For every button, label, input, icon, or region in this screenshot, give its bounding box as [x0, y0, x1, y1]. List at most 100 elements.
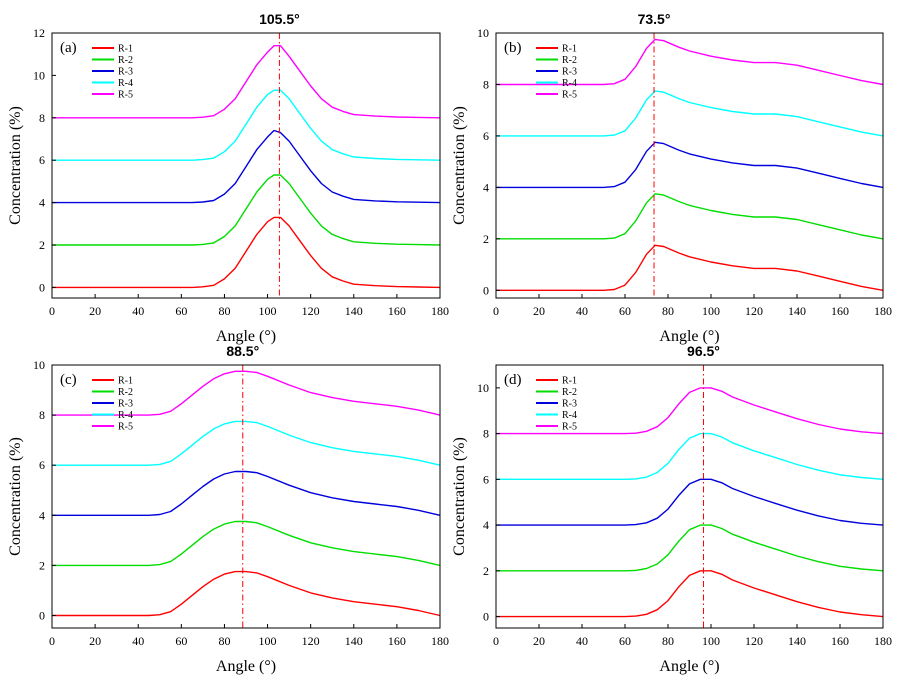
series-line-r-4	[52, 420, 441, 466]
series-line-r-4	[52, 89, 441, 161]
legend-label: R-3	[118, 67, 133, 78]
x-tick-label: 80	[218, 634, 230, 648]
y-tick-label: 8	[483, 427, 489, 441]
legend-label: R-1	[562, 376, 577, 387]
legend-label: R-1	[118, 376, 133, 387]
x-tick-label: 100	[259, 634, 277, 648]
legend-label: R-4	[562, 410, 577, 421]
legend-label: R-4	[562, 78, 577, 89]
plot-area	[496, 387, 884, 618]
x-tick-label: 20	[89, 304, 101, 318]
y-tick-label: 12	[33, 26, 45, 40]
x-tick-label: 40	[576, 304, 588, 318]
y-tick-label: 10	[33, 68, 45, 82]
legend-label: R-3	[562, 399, 577, 410]
chart-panel: 0 20 40 60 80 100 120 140 160 180 0 2 4 6 8 10 Angle (°)…	[451, 343, 892, 675]
panel-label: (b)	[504, 40, 522, 56]
plot-frame	[51, 32, 441, 299]
x-tick-label: 180	[431, 634, 449, 648]
x-tick-label: 0	[493, 634, 499, 648]
x-axis-label: Angle (°)	[216, 658, 276, 675]
legend-label: R-3	[562, 67, 577, 78]
y-tick-label: 2	[483, 564, 489, 578]
legend-label: R-3	[118, 399, 133, 410]
y-axis-label: Concentration (%)	[451, 437, 468, 556]
plot-frame	[495, 364, 884, 629]
legend: R-1R-2R-3R-4R-5	[536, 376, 577, 433]
y-tick-label: 2	[483, 232, 489, 246]
x-tick-label: 60	[619, 304, 631, 318]
chart-title: 96.5°	[687, 343, 720, 359]
series-line-r-2	[52, 174, 441, 246]
x-tick-label: 80	[662, 634, 674, 648]
x-tick-label: 140	[788, 304, 806, 318]
x-tick-label: 100	[259, 304, 277, 318]
y-tick-label: 0	[483, 283, 489, 297]
x-tick-label: 0	[49, 634, 55, 648]
plot-area	[496, 38, 884, 291]
legend: R-1R-2R-3R-4R-5	[92, 376, 133, 433]
x-tick-label: 120	[302, 634, 320, 648]
x-tick-label: 40	[132, 634, 144, 648]
x-tick-label: 20	[533, 634, 545, 648]
plot-frame	[495, 32, 884, 299]
y-tick-label: 8	[483, 77, 489, 91]
x-tick-label: 80	[662, 304, 674, 318]
y-tick-label: 10	[477, 381, 489, 395]
legend-label: R-1	[118, 44, 133, 55]
x-tick-label: 160	[831, 634, 849, 648]
x-tick-label: 160	[388, 304, 406, 318]
legend: R-1R-2R-3R-4R-5	[536, 44, 577, 101]
x-tick-label: 140	[345, 634, 363, 648]
x-tick-label: 160	[831, 304, 849, 318]
series-line-r-5	[496, 387, 884, 435]
chart-panel: 0 20 40 60 80 100 120 140 160 180 0 2 4 6 8 10 Angle (°)…	[451, 11, 892, 345]
legend-label: R-4	[118, 410, 133, 421]
x-tick-label: 140	[788, 634, 806, 648]
y-tick-label: 2	[39, 558, 45, 572]
x-axis-label: Angle (°)	[216, 328, 276, 345]
x-tick-label: 60	[619, 634, 631, 648]
series-line-r-2	[496, 524, 884, 572]
series-line-r-1	[52, 570, 441, 617]
series-line-r-1	[52, 216, 441, 289]
panel-label: (a)	[60, 40, 77, 56]
x-tick-label: 20	[89, 634, 101, 648]
series-line-r-4	[496, 90, 884, 137]
x-tick-label: 100	[702, 304, 720, 318]
series-line-r-3	[496, 478, 884, 526]
plot-area	[52, 370, 441, 617]
series-line-r-3	[496, 141, 884, 189]
x-tick-label: 40	[132, 304, 144, 318]
x-tick-label: 80	[218, 304, 230, 318]
x-tick-label: 180	[431, 304, 449, 318]
x-tick-label: 120	[745, 634, 763, 648]
x-tick-label: 180	[874, 304, 892, 318]
series-line-r-3	[52, 470, 441, 516]
y-tick-label: 10	[33, 358, 45, 372]
legend-label: R-1	[562, 44, 577, 55]
legend-label: R-5	[562, 90, 577, 101]
legend-label: R-2	[562, 55, 577, 66]
legend-label: R-4	[118, 78, 133, 89]
series-line-r-1	[496, 570, 884, 618]
chart-title: 88.5°	[226, 343, 259, 359]
y-tick-label: 4	[39, 508, 45, 522]
series-line-r-4	[496, 432, 884, 480]
x-tick-label: 140	[345, 304, 363, 318]
chart-panel: 0 20 40 60 80 100 120 140 160 180 0 2 4 6 8 10 12 Angle (…	[7, 11, 449, 345]
y-tick-label: 6	[39, 153, 45, 167]
x-tick-label: 20	[533, 304, 545, 318]
y-axis-label: Concentration (%)	[7, 437, 24, 556]
legend-label: R-5	[562, 422, 577, 433]
y-tick-label: 6	[483, 472, 489, 486]
series-line-r-1	[496, 244, 884, 291]
x-tick-label: 120	[302, 304, 320, 318]
x-tick-label: 100	[702, 634, 720, 648]
chart-title: 73.5°	[638, 11, 671, 27]
y-tick-label: 4	[483, 518, 489, 532]
x-tick-label: 120	[745, 304, 763, 318]
series-line-r-5	[52, 370, 441, 416]
